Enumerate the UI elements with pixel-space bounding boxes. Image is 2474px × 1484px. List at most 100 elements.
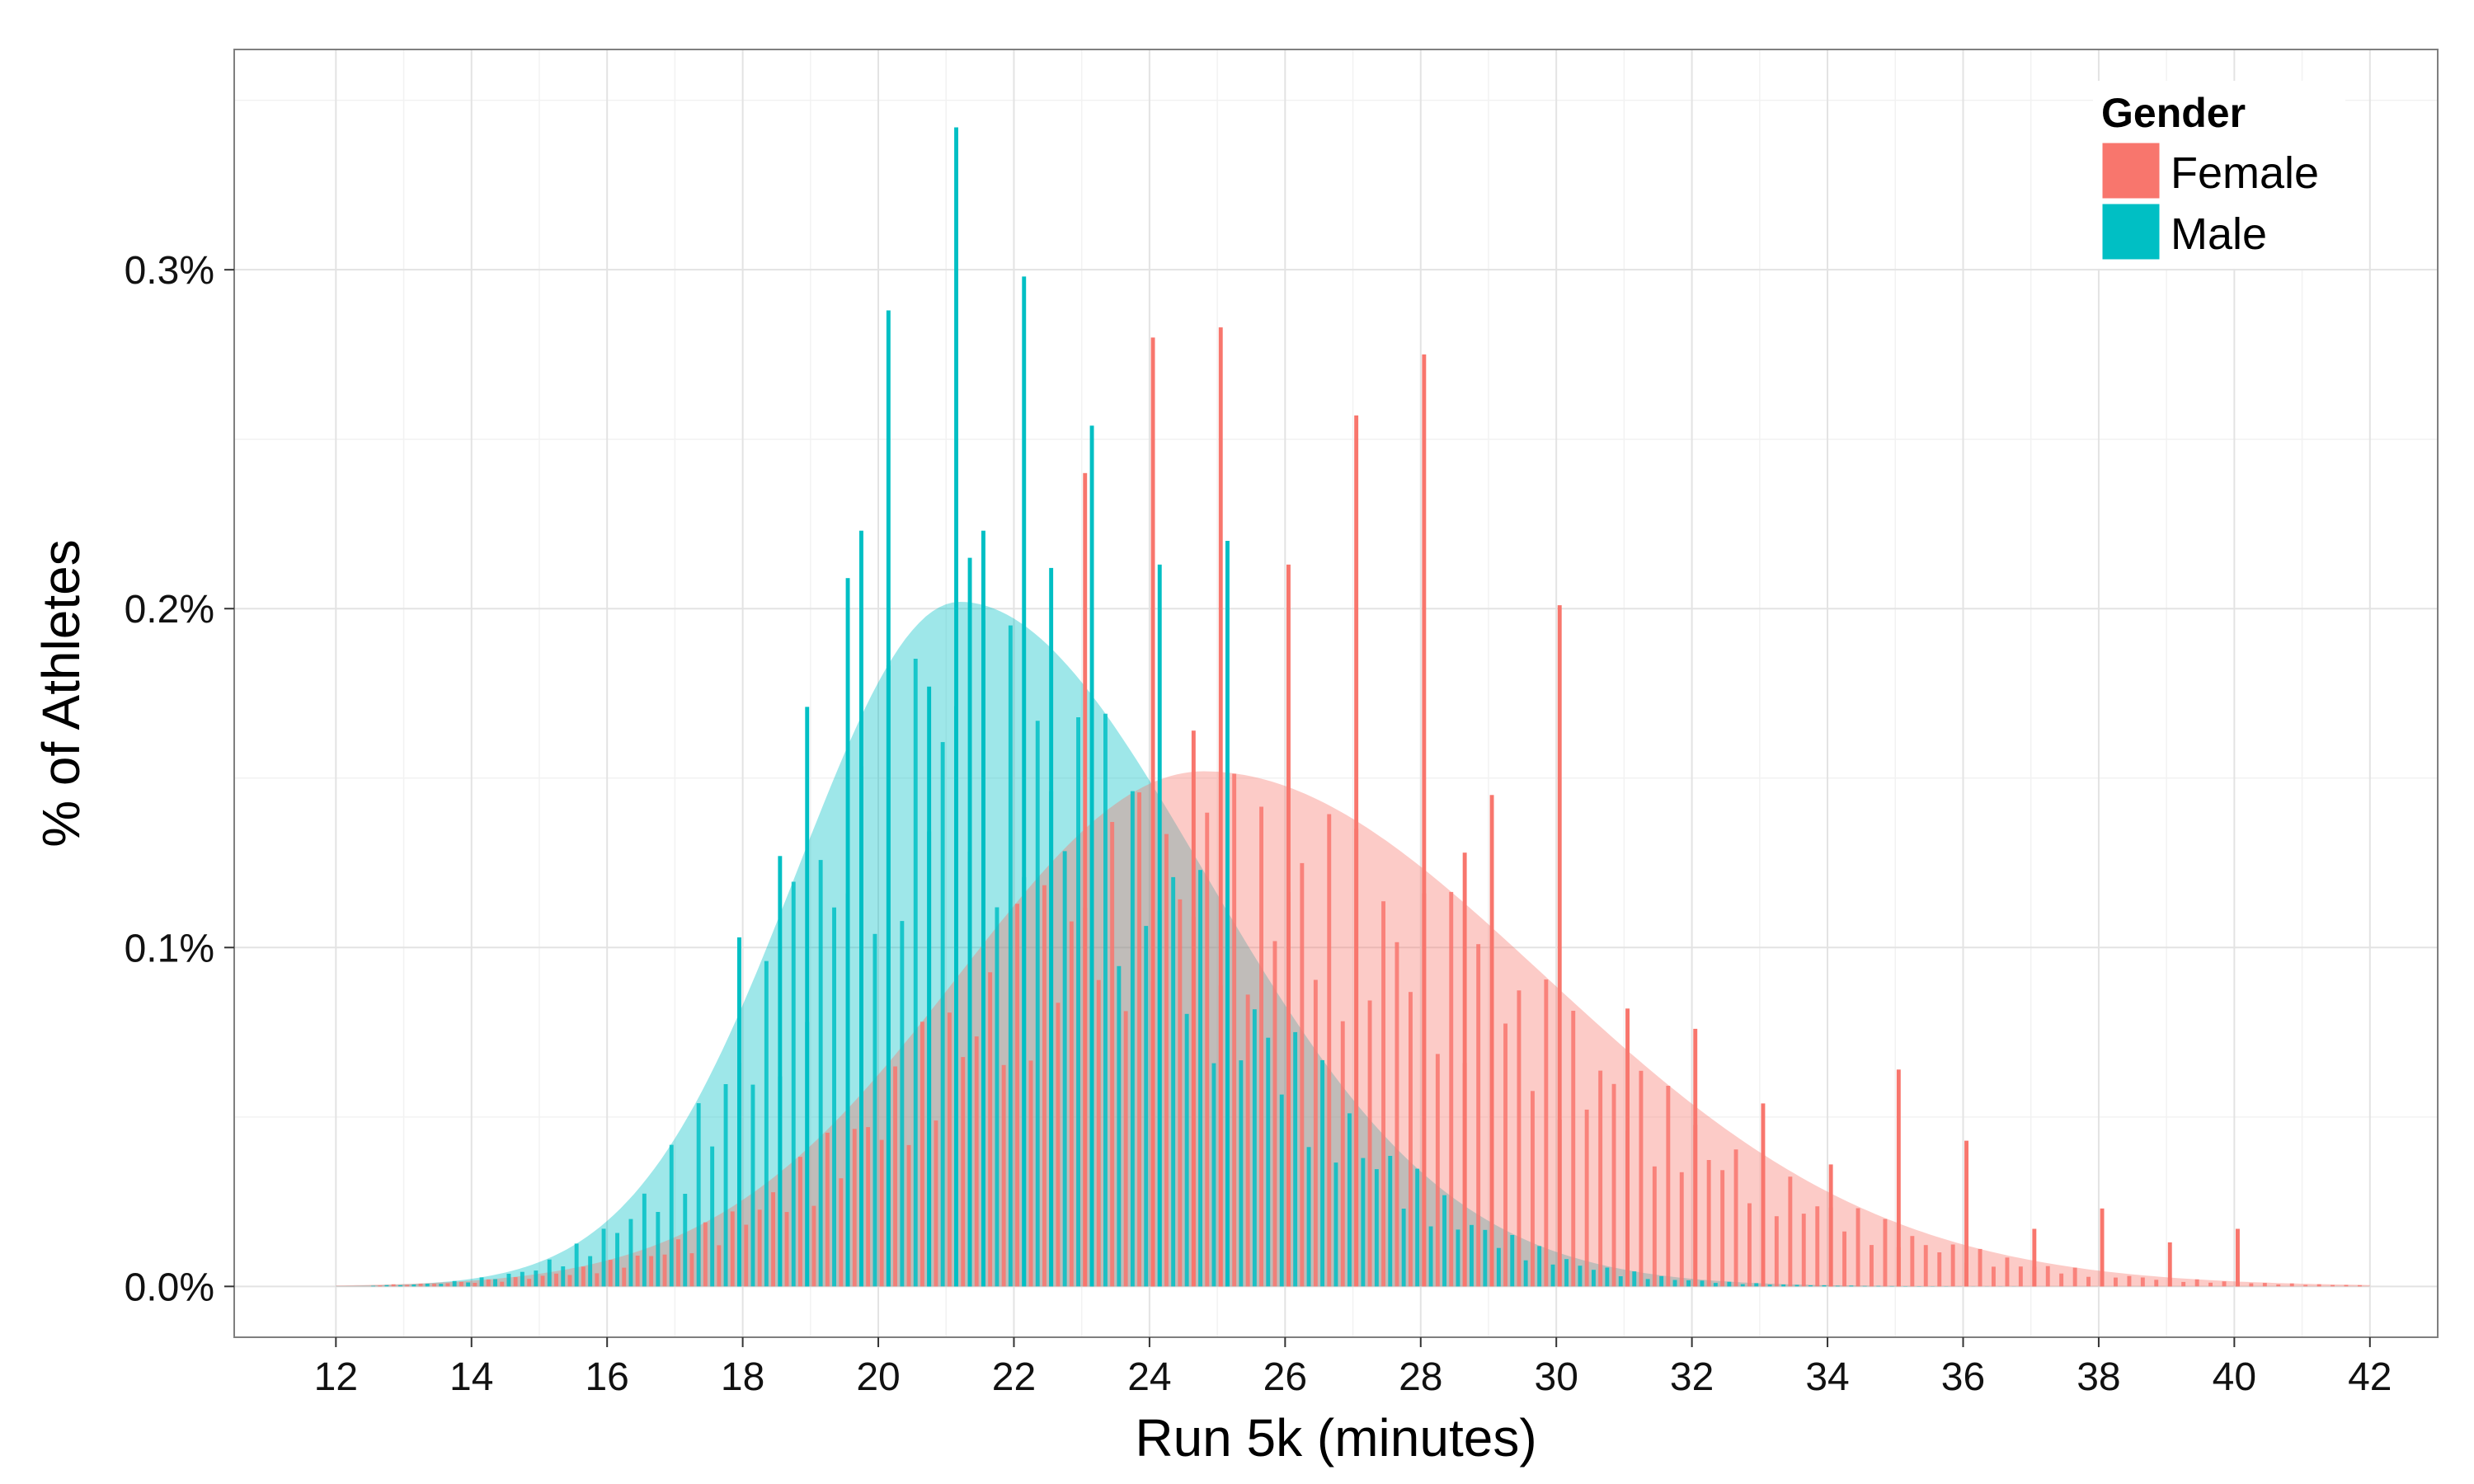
bar-female-spike [2236,1228,2240,1287]
bar-female [405,1284,410,1287]
bar-male [506,1274,511,1287]
bar-male [588,1256,593,1287]
plot-background [234,49,2438,1337]
bar-male [615,1233,619,1287]
bar-female [513,1277,518,1287]
bar-female-spike [2167,1242,2172,1287]
bar-female [2262,1283,2267,1287]
bar-male [371,1285,375,1287]
bar-female [1503,1023,1507,1287]
bar-female [1028,1060,1033,1287]
bar-male [439,1284,444,1287]
bar-male [1252,1009,1257,1287]
bar-male [1306,1147,1311,1287]
bar-female [2249,1283,2254,1287]
y-tick-label: 0.0% [125,1266,214,1309]
bar-male [534,1270,539,1287]
bar-female [2316,1284,2321,1287]
bar-male [1035,721,1040,1287]
bar-male [1835,1285,1840,1287]
bar-male-spike [737,937,741,1287]
bar-male-spike [1225,541,1230,1287]
bar-female [744,1224,749,1287]
bar-female [527,1279,532,1287]
bar-female [1666,1086,1671,1287]
bar-male [1279,1094,1284,1287]
bar-female [1381,901,1385,1287]
bar-male [1496,1247,1501,1287]
bar-male [1456,1229,1460,1287]
bar-male [1510,1235,1515,1287]
bar-female-spike [1218,327,1223,1287]
bar-male [669,1144,674,1287]
bar-female [2018,1266,2023,1287]
bar-female [1409,992,1413,1287]
bar-male [656,1212,661,1287]
bar-female [1395,942,1399,1287]
bar-female [1706,1160,1711,1287]
bar-male-spike [859,530,863,1287]
bar-female [554,1273,558,1287]
bar-female [1870,1245,1874,1287]
bar-male [1428,1226,1433,1287]
bar-female [622,1267,627,1287]
plot-panel [233,49,2439,1338]
bar-female [1327,814,1332,1287]
bar-female [1788,1176,1793,1287]
bar-female [1910,1236,1915,1287]
bar-male [1700,1280,1705,1287]
x-tick-label: 28 [1399,1355,1442,1399]
bar-male [479,1277,484,1287]
bar-female [1056,1003,1061,1287]
bar-female [1435,1054,1440,1287]
bar-male [452,1280,457,1287]
bar-female [1517,990,1522,1287]
bar-female [608,1260,613,1287]
x-tick-label: 20 [856,1355,900,1399]
bar-female [2045,1266,2050,1287]
bar-male [1767,1284,1772,1287]
bar-male [1618,1276,1623,1287]
bar-female-spike [1964,1140,1968,1287]
bar-male [1198,870,1202,1287]
x-tick-label: 32 [1670,1355,1714,1399]
bar-female-spike [2100,1208,2105,1287]
bar-male [1211,1063,1216,1287]
bar-male [940,742,945,1287]
bar-female-spike [1761,1103,1766,1287]
bar-female [825,1132,830,1287]
bar-male [1239,1060,1244,1287]
bar-female [2140,1277,2145,1287]
bar-male [1320,1059,1324,1287]
bar-female [1245,994,1250,1287]
bar-female [1842,1231,1846,1287]
bar-female [1164,834,1169,1287]
bar-female [1652,1166,1657,1287]
bar-male [561,1266,566,1287]
bar-female [988,972,993,1287]
density-areas [336,602,2370,1287]
bar-female-spike [1191,730,1196,1287]
bar-male [412,1284,416,1287]
bar-male [466,1282,471,1287]
bar-female [2072,1267,2077,1287]
bar-male [1374,1169,1379,1287]
bar-male-spike [927,686,932,1287]
bar-female [1272,941,1277,1287]
bar-female [879,1139,884,1287]
bar-female [1611,1083,1616,1287]
bar-male [1415,1168,1420,1287]
bar-female [2358,1284,2362,1287]
bar-female [1856,1208,1860,1287]
bar-female [2086,1276,2091,1287]
bar-female [1300,862,1305,1287]
legend: Gender Female Male [2093,81,2345,269]
bar-female [459,1281,463,1287]
bar-male [1184,1013,1189,1287]
bar-female [906,1144,911,1287]
bar-female [649,1256,654,1287]
bar-male [1605,1267,1610,1287]
bar-male [1578,1266,1583,1287]
bar-female-spike [1625,1008,1630,1287]
bar-female [1978,1248,1982,1287]
